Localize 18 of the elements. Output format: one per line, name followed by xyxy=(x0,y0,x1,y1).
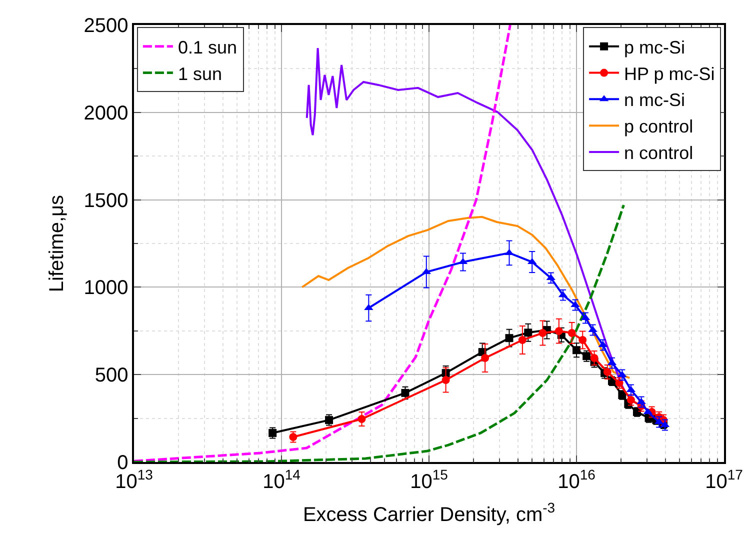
y-tick-label: 500 xyxy=(94,364,128,387)
x-tick-label: 10$^{14}$ xyxy=(262,466,301,493)
x-tick-label: 10$^{15}$ xyxy=(410,466,448,493)
legend-label: n control xyxy=(624,143,694,164)
y-tick-label: 2500 xyxy=(84,15,128,37)
legend-label: 0.1 sun xyxy=(178,37,237,58)
legend-label: 1 sun xyxy=(178,64,222,84)
legend-label: n mc-Si xyxy=(624,90,686,110)
y-tick-label: 1000 xyxy=(84,277,128,300)
legend-label: p mc-Si xyxy=(624,37,686,58)
y-tick-label: 2000 xyxy=(84,102,128,124)
legend-label: p control xyxy=(624,116,694,137)
x-tick-label: 10$^{16}$ xyxy=(558,466,596,493)
x-axis-title: Excess Carrier Density, cm$^{-3}$ xyxy=(302,499,556,526)
y-tick-label: 1500 xyxy=(84,190,128,212)
y-axis-title: Lifetime,μs xyxy=(46,194,68,292)
x-tick-label: 10$^{17}$ xyxy=(705,466,744,493)
legend-label: HP p mc-Si xyxy=(624,64,715,84)
